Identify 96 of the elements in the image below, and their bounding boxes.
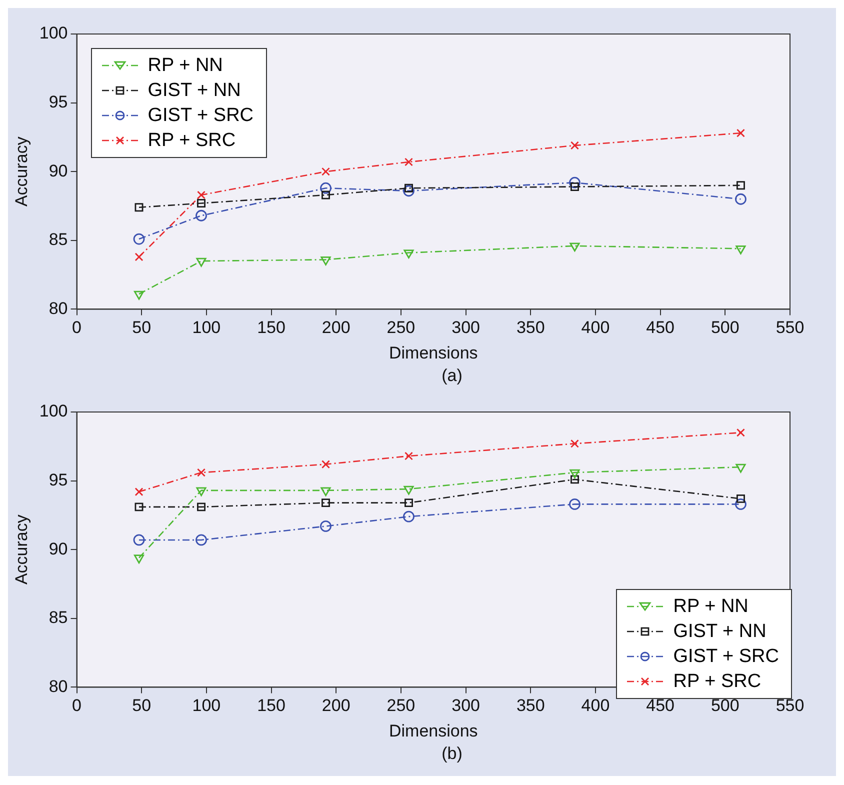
y-tick-label: 80: [48, 298, 68, 318]
y-tick-label: 95: [48, 470, 68, 490]
x-tick-label: 550: [776, 696, 804, 716]
x-tick-label: 0: [72, 318, 82, 338]
x-tick-label: 100: [192, 318, 221, 338]
x-axis-title: Dimensions: [388, 721, 478, 740]
legend-label: GIST + NN: [673, 620, 766, 644]
point: [133, 534, 145, 546]
point: [736, 464, 746, 473]
x-tick-label: 250: [386, 696, 416, 716]
point: [570, 182, 579, 191]
x-tick-label: 400: [581, 318, 610, 338]
point: [134, 488, 144, 496]
point: [736, 128, 745, 138]
point: [404, 184, 413, 192]
point: [736, 494, 745, 503]
point: [569, 498, 580, 510]
x-tick-label: 100: [192, 696, 221, 716]
y-tick-label: 80: [48, 676, 68, 696]
y-tick-label: 85: [48, 608, 68, 628]
point: [320, 256, 331, 266]
y-tick-label: 90: [48, 539, 68, 558]
text: (a): [440, 366, 464, 386]
point: [196, 258, 206, 267]
point: [322, 460, 330, 469]
x-tick-label: 350: [516, 318, 545, 338]
x-tick-label: 350: [516, 696, 545, 716]
x-tick-label: 550: [776, 318, 804, 338]
y-tick-label: 100: [39, 24, 68, 43]
y-tick-label: 95: [48, 92, 68, 112]
point: [196, 210, 207, 222]
point: [320, 182, 332, 194]
point: [322, 190, 330, 200]
point: [196, 534, 207, 546]
point: [404, 452, 413, 460]
point: [570, 242, 580, 252]
point: [196, 487, 206, 496]
point: [403, 510, 414, 522]
x-tick-label: 450: [646, 318, 675, 338]
point: [320, 520, 332, 532]
point: [197, 190, 206, 200]
y-axis-title: Accuracy: [12, 514, 31, 585]
legend-label: RP + NN: [148, 54, 223, 78]
point: [134, 290, 144, 300]
x-tick-label: 50: [132, 318, 152, 338]
x-tick-label: 250: [386, 318, 416, 338]
point: [134, 252, 144, 262]
x-tick-label: 300: [452, 318, 480, 338]
point: [404, 158, 413, 166]
y-axis-title: Accuracy: [12, 136, 31, 207]
legend-label: GIST + NN: [148, 79, 241, 103]
point: [133, 233, 145, 245]
point: [736, 245, 746, 254]
point: [320, 487, 331, 496]
point: [322, 498, 330, 508]
x-tick-label: 150: [257, 318, 286, 338]
legend-label: GIST + SRC: [148, 104, 254, 128]
point: [735, 193, 746, 205]
point: [404, 498, 413, 508]
point: [736, 181, 745, 190]
point: [134, 502, 144, 512]
x-axis-title: Dimensions: [388, 343, 478, 362]
point: [570, 439, 579, 448]
x-tick-label: 50: [132, 696, 152, 716]
legend-label: RP + SRC: [148, 129, 236, 153]
x-tick-label: 450: [646, 696, 675, 716]
point: [197, 502, 206, 512]
x-tick-label: 150: [257, 696, 286, 716]
x-tick-label: 300: [452, 696, 480, 716]
point: [569, 176, 580, 188]
legend-label: GIST + SRC: [673, 645, 779, 670]
x-tick-label: 400: [581, 696, 610, 716]
point: [134, 203, 144, 212]
x-tick-label: 500: [710, 318, 740, 338]
legend-label: RP + NN: [673, 595, 748, 620]
point: [570, 469, 580, 478]
y-tick-label: 85: [48, 230, 68, 250]
point: [570, 141, 579, 150]
x-tick-label: 200: [322, 696, 350, 716]
point: [570, 475, 579, 484]
point: [404, 486, 414, 495]
text: (b): [440, 744, 464, 764]
point: [403, 185, 414, 197]
point: [736, 428, 745, 437]
point: [197, 468, 206, 477]
legend-label: RP + SRC: [673, 670, 762, 694]
y-tick-label: 100: [39, 402, 68, 421]
point: [404, 250, 414, 258]
point: [134, 554, 144, 564]
point: [197, 199, 206, 208]
y-tick-label: 90: [48, 161, 68, 180]
point: [322, 167, 330, 176]
x-tick-label: 200: [322, 318, 350, 338]
point: [735, 498, 746, 510]
x-tick-label: 500: [710, 696, 740, 716]
x-tick-label: 0: [72, 696, 82, 716]
